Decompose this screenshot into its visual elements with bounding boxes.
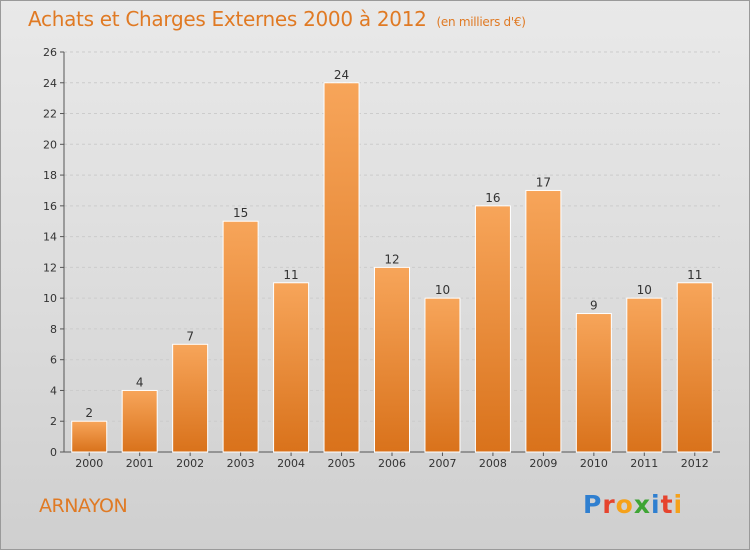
logo-letter: r (602, 490, 616, 519)
title-text: Achats et Charges Externes 2000 à 2012 (28, 7, 427, 31)
y-tick-label: 18 (43, 169, 57, 182)
x-tick-label: 2000 (75, 457, 103, 470)
y-tick-label: 12 (43, 261, 57, 274)
y-tick-label: 8 (50, 323, 57, 336)
value-label: 9 (590, 299, 598, 313)
x-tick-label: 2009 (529, 457, 557, 470)
bar (172, 343, 209, 453)
proxiti-logo[interactable]: Proxiti (583, 490, 683, 519)
commune-name: ARNAYON (39, 495, 128, 517)
chart-title: Achats et Charges Externes 2000 à 2012 (e… (28, 7, 526, 31)
value-label: 10 (435, 283, 450, 297)
y-tick-label: 16 (43, 200, 57, 213)
y-tick-label: 4 (50, 384, 57, 397)
value-label: 12 (384, 252, 399, 266)
y-tick-label: 26 (43, 46, 57, 59)
x-tick-label: 2010 (580, 457, 608, 470)
bar (323, 82, 360, 453)
logo-letter: i (651, 490, 661, 519)
value-label: 17 (536, 175, 551, 189)
x-tick-label: 2006 (378, 457, 406, 470)
bar (474, 205, 511, 453)
value-label: 24 (334, 68, 349, 82)
value-label: 10 (637, 283, 652, 297)
x-tick-label: 2002 (176, 457, 204, 470)
bar (222, 220, 259, 453)
value-label: 4 (136, 375, 144, 389)
value-label: 7 (186, 329, 194, 343)
y-tick-label: 6 (50, 354, 57, 367)
bar (273, 282, 310, 453)
bar (71, 420, 108, 453)
y-tick-label: 0 (50, 446, 57, 459)
y-tick-label: 14 (43, 231, 57, 244)
y-tick-label: 20 (43, 138, 57, 151)
bar (525, 189, 562, 453)
value-label: 11 (283, 268, 298, 282)
title-unit: (en milliers d'€) (436, 15, 526, 29)
x-tick-label: 2012 (681, 457, 709, 470)
logo-letter: P (583, 490, 603, 519)
y-tick-label: 2 (50, 415, 57, 428)
value-label: 15 (233, 206, 248, 220)
bar (121, 389, 158, 453)
bar (575, 313, 612, 453)
y-tick-label: 22 (43, 108, 57, 121)
bar (424, 297, 461, 453)
x-tick-label: 2003 (227, 457, 255, 470)
x-tick-label: 2008 (479, 457, 507, 470)
y-tick-label: 24 (43, 77, 57, 90)
logo-letter: i (673, 490, 684, 519)
x-tick-label: 2007 (428, 457, 456, 470)
x-tick-label: 2001 (126, 457, 154, 470)
logo-letter: o (615, 490, 634, 519)
bar (676, 282, 713, 453)
value-label: 2 (85, 406, 93, 420)
bar (374, 266, 410, 453)
x-tick-label: 2005 (328, 457, 356, 470)
logo-letter: x (633, 490, 651, 519)
bar (626, 297, 663, 453)
x-tick-label: 2004 (277, 457, 305, 470)
value-label: 11 (687, 268, 702, 282)
y-tick-label: 10 (43, 292, 57, 305)
logo-letter: t (660, 490, 674, 519)
value-label: 16 (485, 191, 500, 205)
x-tick-label: 2011 (630, 457, 658, 470)
